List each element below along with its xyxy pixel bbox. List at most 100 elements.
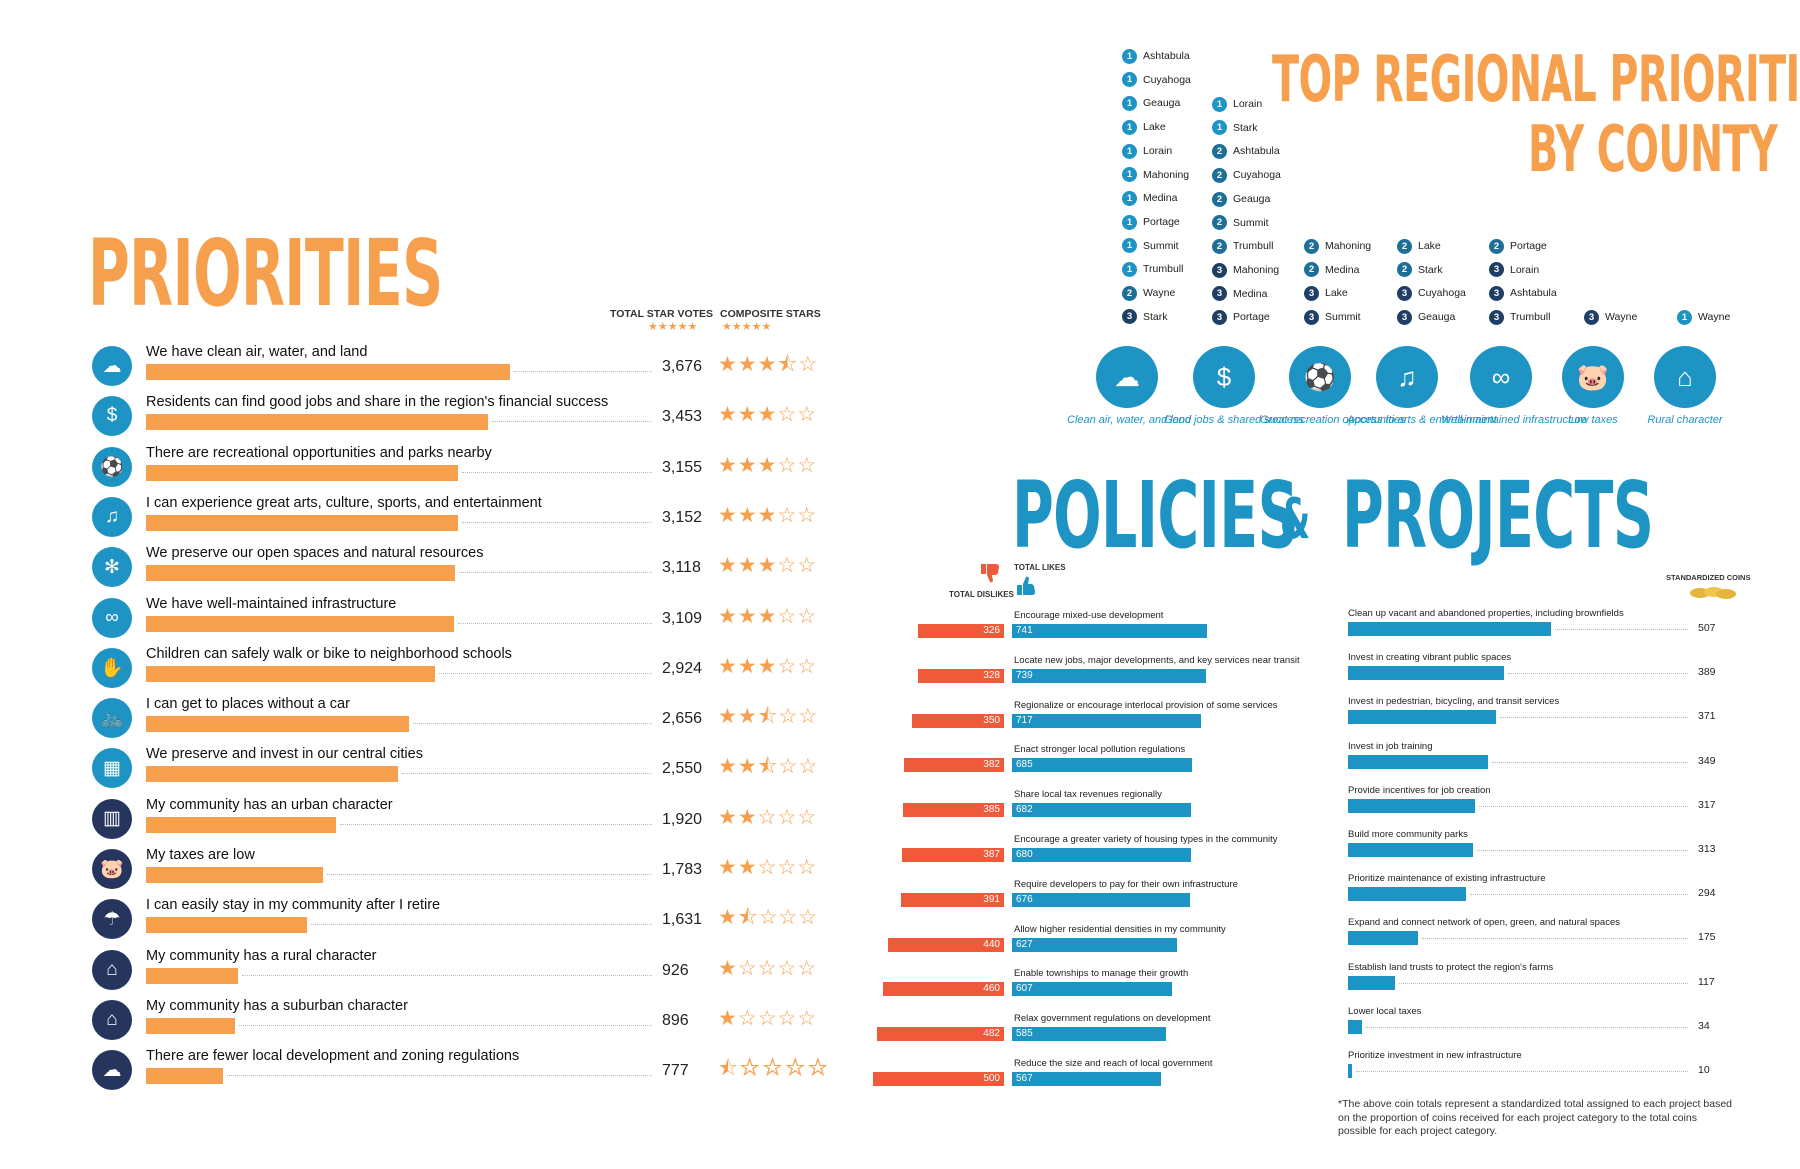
project-coins-bar: [1348, 887, 1466, 902]
project-label: Establish land trusts to protect the reg…: [1348, 961, 1554, 973]
county-name: Geauga: [1418, 311, 1456, 324]
total-likes-label: TOTAL LIKES: [1014, 563, 1066, 572]
priority-row: ▥ My community has an urban character 1,92…: [92, 795, 822, 845]
priority-row: ✋ Children can safely walk or bike to nei…: [92, 644, 822, 694]
rank-number-badge: 1: [1122, 143, 1137, 159]
project-label: Lower local taxes: [1348, 1005, 1422, 1017]
rank-number-badge: 1: [1122, 262, 1137, 278]
policy-likes-bar: 607: [1012, 982, 1172, 997]
project-label: Build more community parks: [1348, 829, 1468, 840]
county-name: Wayne: [1698, 311, 1731, 323]
county-rank-item: 2 Geauga: [1212, 191, 1270, 207]
policy-label: Allow higher residential densities in my…: [1014, 923, 1226, 935]
county-rank-item: 2 Cuyahoga: [1212, 167, 1281, 183]
rank-number-badge: 1: [1212, 96, 1227, 112]
priority-icon: ⚽: [92, 446, 132, 487]
project-leader-line: [1491, 761, 1688, 763]
county-rank-item: 3 Summit: [1304, 309, 1361, 325]
policy-label: Require developers to pay for their own …: [1014, 878, 1238, 890]
priorities-title: PRIORITIES: [88, 220, 443, 327]
priority-leader-line: [326, 874, 652, 875]
policy-label: Enact stronger local pollution regulatio…: [1014, 744, 1186, 756]
priority-label: There are recreational opportunities and…: [146, 444, 492, 461]
rank-number-badge: 2: [1212, 191, 1227, 207]
rank-number-badge: 2: [1304, 238, 1319, 254]
priority-composite-stars: ★★☆☆☆: [718, 805, 818, 829]
priority-label: My community has an urban character: [146, 796, 393, 813]
priority-badge-label: Good jobs & shared success: [1164, 414, 1305, 426]
priority-vote-count: 1,920: [662, 810, 703, 828]
priority-bar: [146, 1017, 235, 1034]
county-rank-item: 1 Portage: [1122, 214, 1180, 230]
priority-icon: ☁: [92, 1050, 132, 1091]
policy-dislikes-bar: 382: [903, 758, 1004, 773]
rank-number-badge: 1: [1122, 48, 1137, 64]
county-title-line1: TOP REGIONAL PRIORITIES: [1272, 43, 1800, 117]
priority-badge-icon: ∞: [1470, 346, 1532, 408]
county-rank-item: 1 Lorain: [1122, 143, 1172, 159]
rank-number-badge: 1: [1122, 167, 1137, 183]
county-name: Mahoning: [1143, 168, 1190, 181]
project-coins-bar: [1348, 622, 1551, 636]
priority-row: ☁ There are fewer local development and z…: [92, 1046, 829, 1096]
policy-likes-bar: 676: [1012, 892, 1190, 907]
policy-dislikes-bar: 391: [901, 892, 1004, 907]
priority-label: My taxes are low: [146, 847, 255, 863]
rank-number-badge: 1: [1122, 96, 1137, 112]
policy-likes-bar: 567: [1012, 1072, 1162, 1086]
county-rank-item: 1 Lake: [1122, 119, 1166, 135]
county-name: Ashtabula: [1143, 50, 1190, 62]
county-name: Stark: [1233, 121, 1258, 134]
county-rank-item: 2 Portage: [1489, 238, 1547, 254]
project-coins-value: 10: [1698, 1064, 1710, 1076]
policy-dislikes-bar: 326: [918, 624, 1004, 638]
project-leader-line: [1478, 805, 1688, 807]
rank-number-badge: 3: [1212, 286, 1227, 302]
policy-dislikes-bar: 440: [888, 937, 1004, 952]
priority-label: We have clean air, water, and land: [146, 344, 368, 360]
project-leader-line: [1422, 938, 1688, 940]
priority-composite-stars: ★★★⯪☆: [718, 353, 819, 376]
total-dislikes-label: TOTAL DISLIKES: [949, 590, 1014, 599]
rank-number-badge: 2: [1304, 262, 1319, 278]
priority-label: My community has a rural character: [146, 947, 377, 964]
priority-composite-stars: ⯪☆☆☆☆: [718, 1057, 830, 1081]
priority-leader-line: [311, 924, 652, 926]
priority-row: $ Residents can find good jobs and share …: [92, 392, 822, 442]
priority-row: ☂ I can easily stay in my community after…: [92, 895, 822, 945]
projects-title: PROJECTS: [1342, 462, 1654, 569]
project-leader-line: [1356, 1071, 1688, 1072]
priority-icon: 🚲: [92, 698, 132, 739]
project-label: Invest in creating vibrant public spaces: [1348, 652, 1512, 664]
priority-leader-line: [226, 1075, 652, 1077]
priority-vote-count: 2,550: [662, 760, 703, 778]
priority-icon: ✋: [92, 647, 132, 688]
rank-number-badge: 2: [1212, 144, 1227, 160]
county-name: Summit: [1233, 216, 1269, 229]
priority-composite-stars: ★★★☆☆: [718, 503, 818, 527]
county-name: Lake: [1143, 121, 1166, 134]
county-name: Wayne: [1605, 311, 1638, 323]
priority-label: We have well-maintained infrastructure: [146, 595, 397, 612]
priority-vote-count: 1,631: [662, 911, 703, 929]
county-rank-item: 2 Trumbull: [1212, 238, 1273, 254]
priority-row: ✻ We preserve our open spaces and natural…: [92, 543, 822, 593]
county-name: Mahoning: [1325, 240, 1372, 252]
policy-likes-bar: 741: [1012, 624, 1207, 638]
project-coins-bar: [1348, 975, 1395, 990]
priority-leader-line: [241, 974, 652, 976]
priority-bar: [146, 1068, 223, 1085]
project-coins-value: 371: [1698, 710, 1716, 723]
policy-likes-bar: 627: [1012, 937, 1177, 952]
priority-vote-count: 2,924: [662, 659, 703, 677]
county-name: Trumbull: [1143, 263, 1184, 276]
priority-vote-count: 1,783: [662, 861, 703, 878]
project-coins-bar: [1348, 798, 1475, 813]
project-coins-bar: [1348, 1019, 1362, 1034]
priority-label: We preserve our open spaces and natural …: [146, 545, 484, 562]
county-name: Medina: [1143, 192, 1178, 205]
policy-label: Encourage a greater variety of housing t…: [1014, 834, 1278, 845]
county-rank-item: 1 Cuyahoga: [1122, 72, 1191, 88]
county-name: Trumbull: [1233, 240, 1274, 253]
priority-bar: [146, 414, 488, 431]
